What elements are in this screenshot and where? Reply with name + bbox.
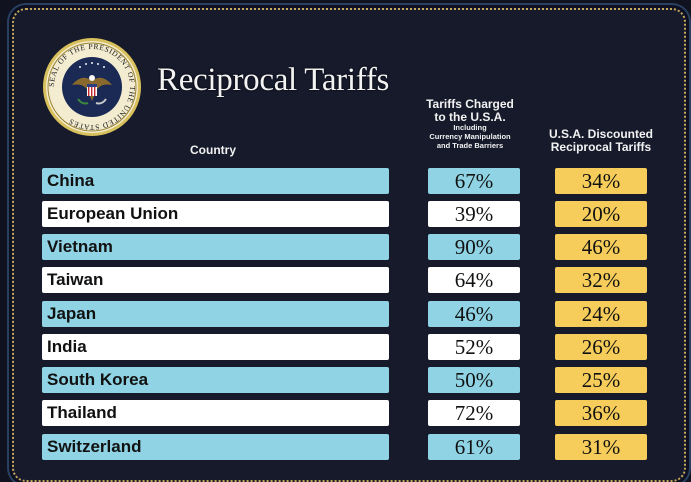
country-cell: Vietnam [42, 234, 389, 260]
discounted-cell: 34% [555, 168, 647, 194]
column-header-discounted: U.S.A. Discounted Reciprocal Tariffs [535, 127, 667, 155]
discounted-cell: 20% [555, 201, 647, 227]
discounted-header-line-1: U.S.A. Discounted [548, 127, 653, 141]
table-row: Japan 46% 24% [0, 301, 691, 329]
charged-cell: 39% [428, 201, 520, 227]
discounted-cell: 26% [555, 334, 647, 360]
country-cell: China [42, 168, 389, 194]
charged-header-sub-1: Including [453, 123, 487, 133]
country-cell: Taiwan [42, 267, 389, 293]
discounted-cell: 24% [555, 301, 647, 327]
discounted-header-line-2: Reciprocal Tariffs [550, 140, 652, 155]
column-header-country: Country [190, 143, 236, 157]
table-row: India 52% 26% [0, 334, 691, 362]
country-cell: India [42, 334, 389, 360]
discounted-cell: 32% [555, 267, 647, 293]
table-row: China 67% 34% [0, 168, 691, 196]
charged-header-sub-2: Currency Manipulation [429, 132, 511, 142]
charged-cell: 61% [428, 434, 520, 460]
discounted-cell: 46% [555, 234, 647, 260]
country-cell: European Union [42, 201, 389, 227]
page-title: Reciprocal Tariffs [157, 62, 390, 98]
table-row: Taiwan 64% 32% [0, 267, 691, 295]
table-row: Switzerland 61% 31% [0, 434, 691, 462]
charged-cell: 64% [428, 267, 520, 293]
country-cell: Switzerland [42, 434, 389, 460]
charged-cell: 46% [428, 301, 520, 327]
table-row: South Korea 50% 25% [0, 367, 691, 395]
column-header-charged: Tariffs Charged to the U.S.A. Including … [414, 98, 526, 150]
country-cell: Thailand [42, 400, 389, 426]
charged-cell: 90% [428, 234, 520, 260]
country-cell: South Korea [42, 367, 389, 393]
table-row: Thailand 72% 36% [0, 400, 691, 428]
table-row: Vietnam 90% 46% [0, 234, 691, 262]
charged-cell: 52% [428, 334, 520, 360]
discounted-cell: 36% [555, 400, 647, 426]
charged-cell: 72% [428, 400, 520, 426]
charged-header-sub-3: and Trade Barriers [436, 140, 504, 150]
table-row: European Union 39% 20% [0, 201, 691, 229]
charged-cell: 50% [428, 367, 520, 393]
discounted-cell: 31% [555, 434, 647, 460]
charged-header-line-2: to the U.S.A. [434, 109, 506, 124]
presidential-seal-icon: SEAL OF THE PRESIDENT OF THE UNITED STAT… [43, 38, 141, 136]
charged-cell: 67% [428, 168, 520, 194]
country-cell: Japan [42, 301, 389, 327]
charged-header-line-1: Tariffs Charged [426, 97, 514, 111]
discounted-cell: 25% [555, 367, 647, 393]
